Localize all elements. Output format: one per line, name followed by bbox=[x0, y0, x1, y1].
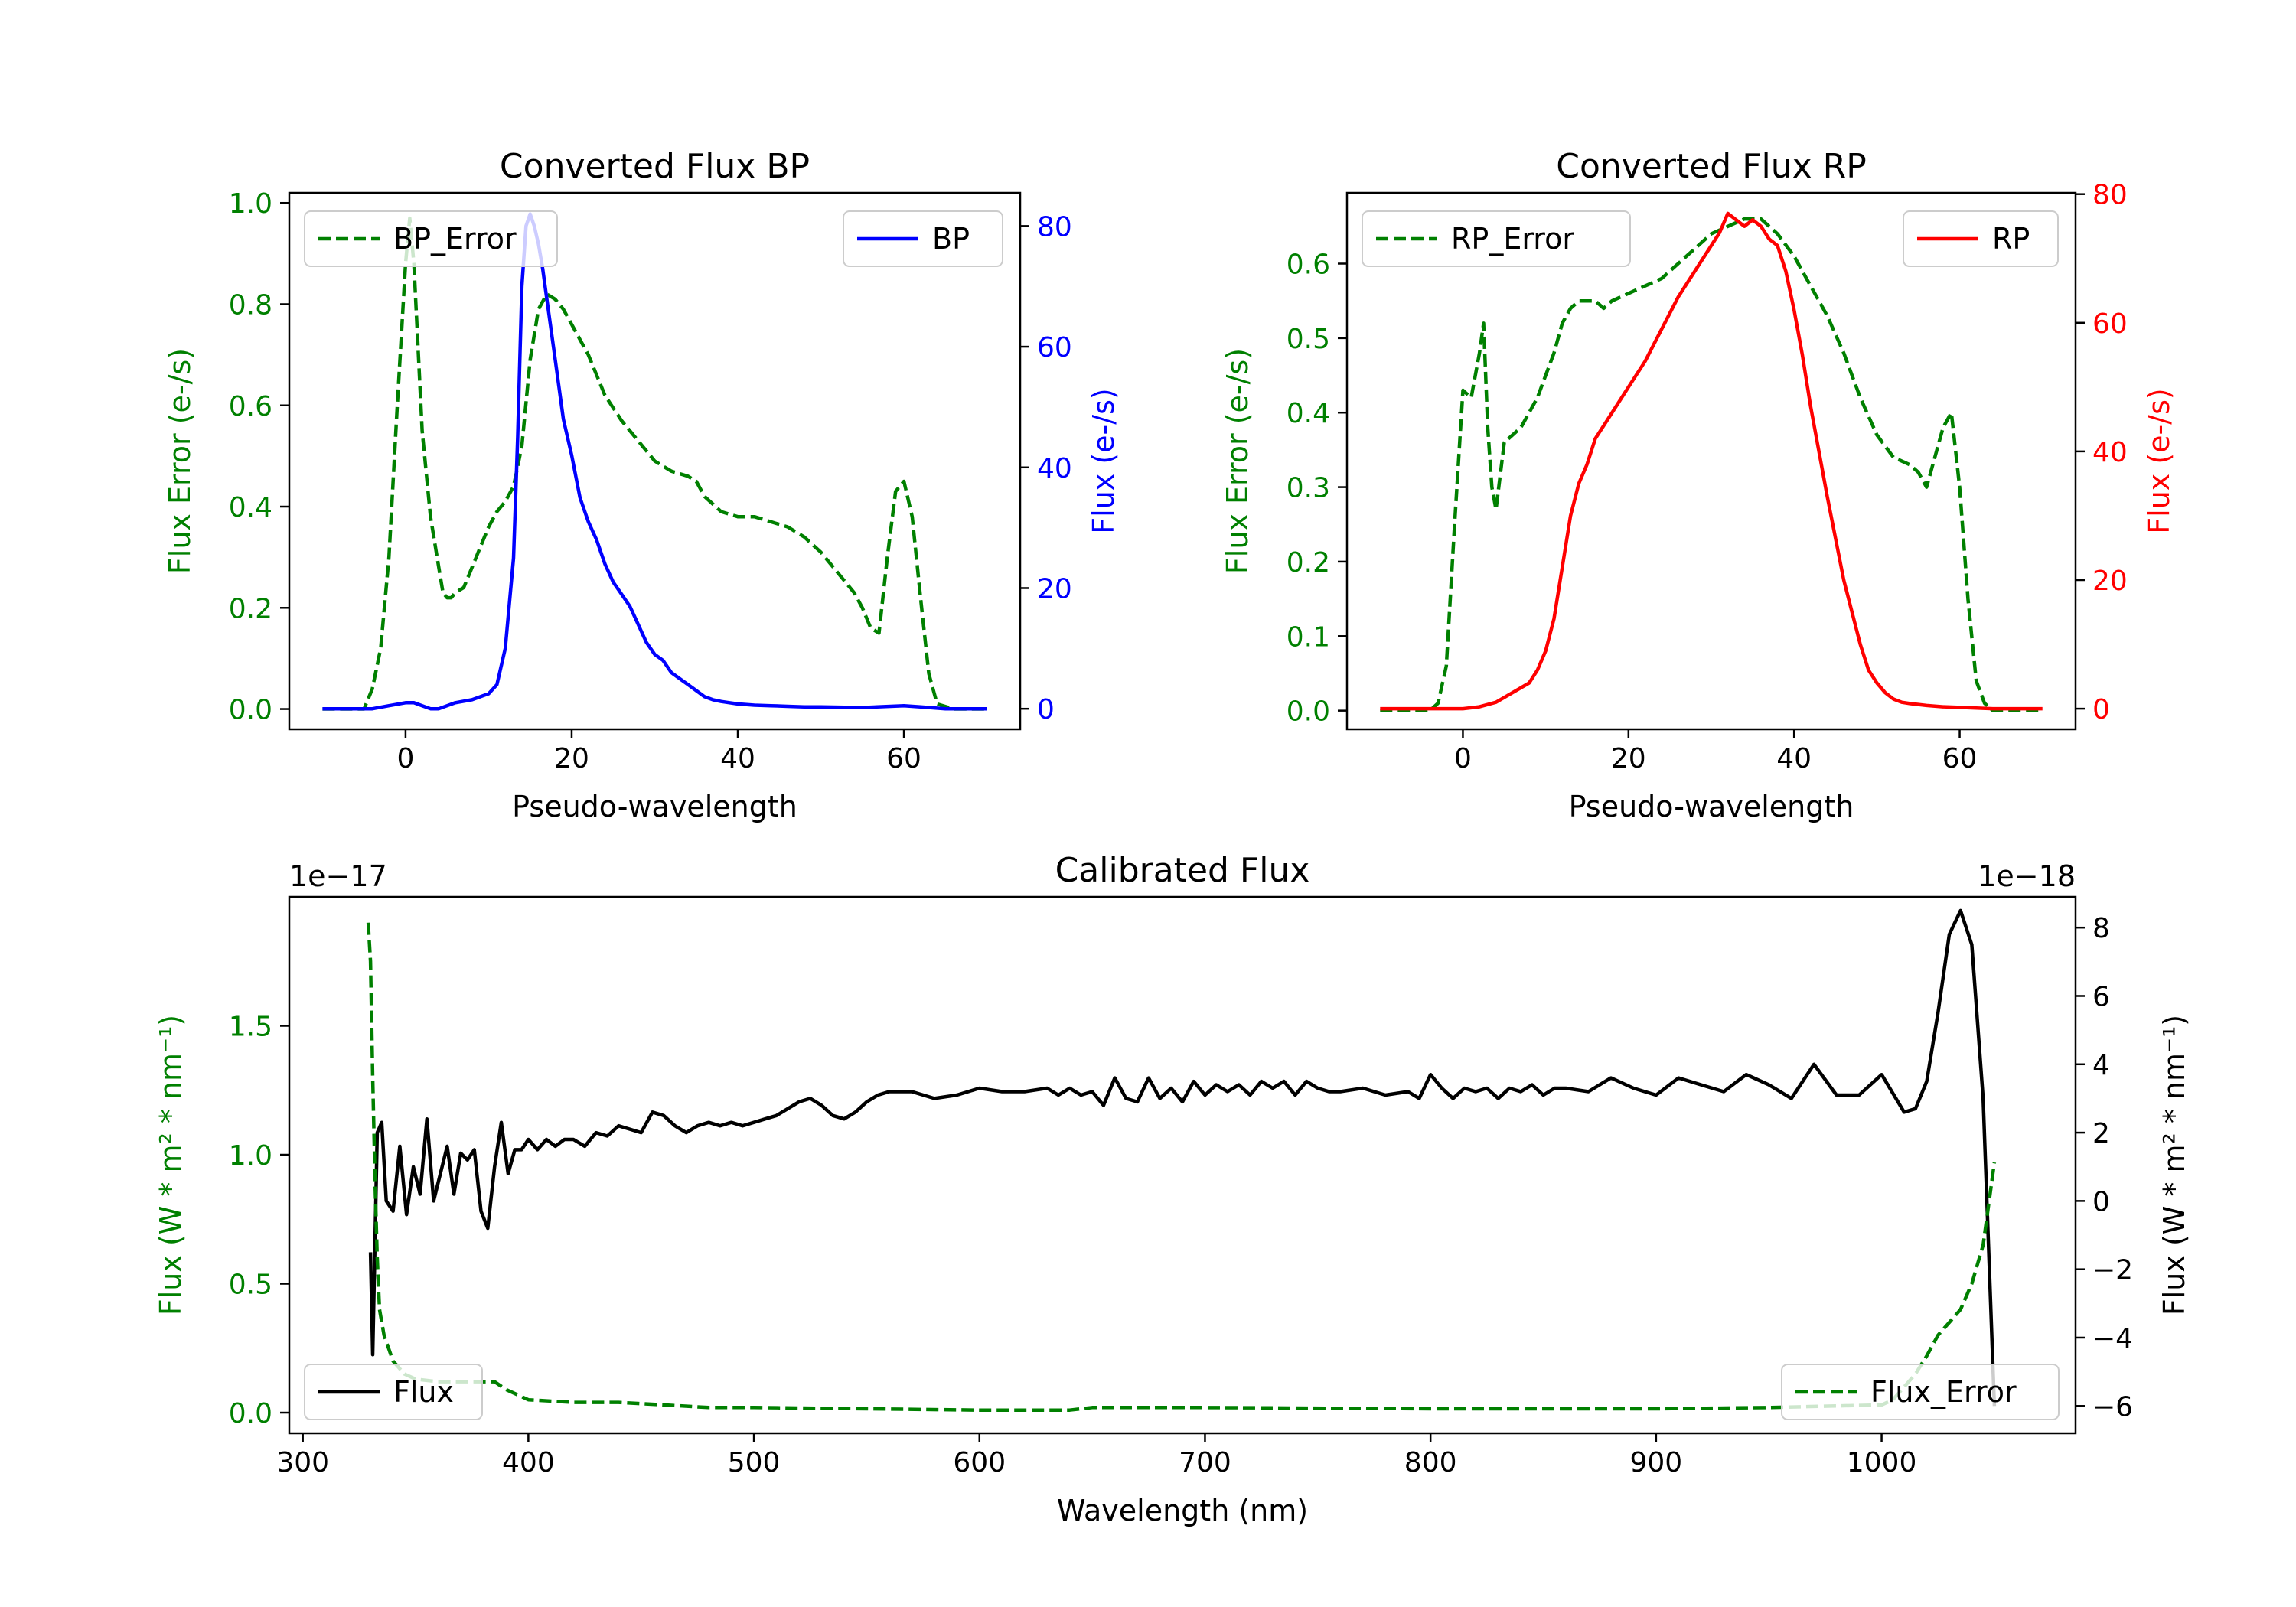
y-right-tick-label: 60 bbox=[1037, 332, 1072, 363]
legend-flux-error: Flux_Error bbox=[1781, 1364, 2060, 1420]
y-right-axis-label: Flux (e-/s) bbox=[1087, 388, 1120, 533]
y-right-tick-label: 0 bbox=[1037, 694, 1055, 725]
y-left-tick-label: 0.0 bbox=[229, 1398, 272, 1429]
y-left-tick-label: 1.5 bbox=[229, 1012, 272, 1043]
legend-label: RP bbox=[1992, 222, 2030, 256]
legend-flux: BP bbox=[843, 210, 1003, 267]
x-tick-label: 800 bbox=[1404, 1447, 1457, 1478]
y-right-tick-label: 80 bbox=[2092, 180, 2128, 211]
plot-area bbox=[1380, 211, 2043, 712]
chart-panel-2: 0 20 40 60 0.0 0.1 0.2 0.3 0.4 0.5 0.6 0 20 40 60 80 Con… bbox=[1221, 147, 2176, 823]
chart-title: Calibrated Flux bbox=[1055, 851, 1310, 890]
y-left-tick-label: 1.0 bbox=[229, 1140, 272, 1172]
x-tick-label: 20 bbox=[1611, 743, 1646, 774]
legend-label: BP bbox=[932, 222, 970, 256]
y-right-tick-label: 40 bbox=[1037, 453, 1072, 484]
y-right-axis-label: Flux (W * m² * nm⁻¹) bbox=[2157, 1015, 2191, 1315]
x-tick-label: 20 bbox=[554, 743, 589, 774]
y-right-tick-label: 40 bbox=[2092, 437, 2128, 468]
y-right-tick-label: 60 bbox=[2092, 308, 2128, 340]
legend-flux: Flux bbox=[304, 1364, 483, 1420]
y-left-tick-label: 0.3 bbox=[1287, 473, 1330, 504]
y-left-tick-label: 0.2 bbox=[229, 593, 272, 624]
y-right-offset-label: 1e−18 bbox=[1978, 859, 2076, 893]
x-tick-label: 40 bbox=[720, 743, 755, 774]
legend-label: RP_Error bbox=[1451, 222, 1574, 256]
legend-box bbox=[1781, 1364, 2060, 1420]
y-left-tick-label: 0.0 bbox=[1287, 696, 1330, 728]
y-left-tick-label: 0.6 bbox=[1287, 249, 1330, 280]
legend-label: BP_Error bbox=[393, 222, 517, 256]
legend-box bbox=[1903, 210, 2059, 267]
y-right-tick-label: −4 bbox=[2092, 1323, 2133, 1354]
y-left-offset-label: 1e−17 bbox=[289, 859, 387, 893]
y-left-tick-label: 0.6 bbox=[229, 391, 272, 422]
y-right-tick-label: 8 bbox=[2092, 913, 2110, 944]
x-axis-label: Wavelength (nm) bbox=[1057, 1494, 1308, 1527]
legend-flux: RP bbox=[1903, 210, 2059, 267]
y-right-tick-label: 2 bbox=[2092, 1118, 2110, 1149]
y-left-tick-label: 0.5 bbox=[1287, 324, 1330, 355]
series-line-flux bbox=[368, 908, 1997, 1407]
series-line-bp-error bbox=[322, 216, 987, 711]
x-tick-label: 0 bbox=[396, 743, 414, 774]
y-right-axis-label: Flux (e-/s) bbox=[2142, 388, 2176, 533]
plot-area bbox=[366, 908, 1997, 1412]
y-left-tick-label: 0.5 bbox=[229, 1270, 272, 1301]
y-left-tick-label: 0.2 bbox=[1287, 547, 1330, 579]
legend-error: RP_Error bbox=[1362, 210, 1631, 267]
legend-box bbox=[304, 1364, 483, 1420]
x-tick-label: 900 bbox=[1630, 1447, 1683, 1478]
y-left-axis-label: Flux (W * m² * nm⁻¹) bbox=[154, 1015, 188, 1315]
x-tick-label: 500 bbox=[728, 1447, 781, 1478]
x-tick-label: 600 bbox=[953, 1447, 1006, 1478]
y-right-tick-label: −6 bbox=[2092, 1391, 2133, 1423]
chart-panel-1: 0 20 40 60 0.0 0.2 0.4 0.6 0.8 1.0 0 20 40 60 80 Conver… bbox=[163, 147, 1120, 823]
y-left-axis-label: Flux Error (e-/s) bbox=[163, 348, 197, 574]
y-left-tick-label: 0.4 bbox=[229, 492, 272, 523]
x-tick-label: 60 bbox=[886, 743, 921, 774]
y-right-tick-label: 6 bbox=[2092, 981, 2110, 1012]
axes-frame bbox=[288, 191, 1022, 731]
y-right-tick-label: 80 bbox=[1037, 211, 1072, 243]
y-left-tick-label: 0.8 bbox=[229, 289, 272, 321]
y-right-tick-label: 4 bbox=[2092, 1050, 2110, 1081]
series-line-flux-error bbox=[366, 922, 1997, 1412]
x-tick-label: 40 bbox=[1776, 743, 1812, 774]
chart-title: Converted Flux BP bbox=[500, 147, 810, 186]
legend-box bbox=[1362, 210, 1631, 267]
series-line-rp-error bbox=[1380, 217, 2043, 712]
x-axis-label: Pseudo-wavelength bbox=[512, 790, 797, 823]
legend-box bbox=[304, 210, 558, 267]
y-left-tick-label: 0.0 bbox=[229, 695, 272, 726]
legend-error: BP_Error bbox=[304, 210, 558, 267]
x-tick-label: 700 bbox=[1179, 1447, 1231, 1478]
x-tick-label: 1000 bbox=[1847, 1447, 1917, 1478]
axes-frame bbox=[288, 895, 2077, 1435]
axes-frame bbox=[1345, 191, 2077, 731]
legend-label: Flux bbox=[393, 1375, 454, 1409]
chart-title: Converted Flux RP bbox=[1556, 147, 1867, 186]
y-left-axis-label: Flux Error (e-/s) bbox=[1221, 348, 1254, 574]
series-line-bp bbox=[322, 212, 987, 711]
y-right-tick-label: −2 bbox=[2092, 1255, 2133, 1286]
y-left-tick-label: 0.1 bbox=[1287, 621, 1330, 653]
x-tick-label: 400 bbox=[502, 1447, 555, 1478]
chart-panel-3: 300 400 500 600 700 800 900 1000 0.0 0.5 1.0 1.5 −6 −… bbox=[154, 851, 2191, 1527]
series-line-rp bbox=[1380, 211, 2043, 711]
y-right-tick-label: 20 bbox=[2092, 566, 2128, 597]
x-tick-label: 60 bbox=[1942, 743, 1978, 774]
y-right-tick-label: 0 bbox=[2092, 694, 2110, 725]
x-tick-label: 0 bbox=[1454, 743, 1472, 774]
y-right-tick-label: 20 bbox=[1037, 573, 1072, 605]
y-right-tick-label: 0 bbox=[2092, 1186, 2110, 1217]
x-axis-label: Pseudo-wavelength bbox=[1569, 790, 1854, 823]
x-tick-label: 300 bbox=[276, 1447, 329, 1478]
y-left-tick-label: 0.4 bbox=[1287, 398, 1330, 429]
legend-label: Flux_Error bbox=[1870, 1375, 2017, 1409]
y-left-tick-label: 1.0 bbox=[229, 188, 272, 220]
plot-area bbox=[322, 212, 987, 711]
legend-box bbox=[843, 210, 1003, 267]
